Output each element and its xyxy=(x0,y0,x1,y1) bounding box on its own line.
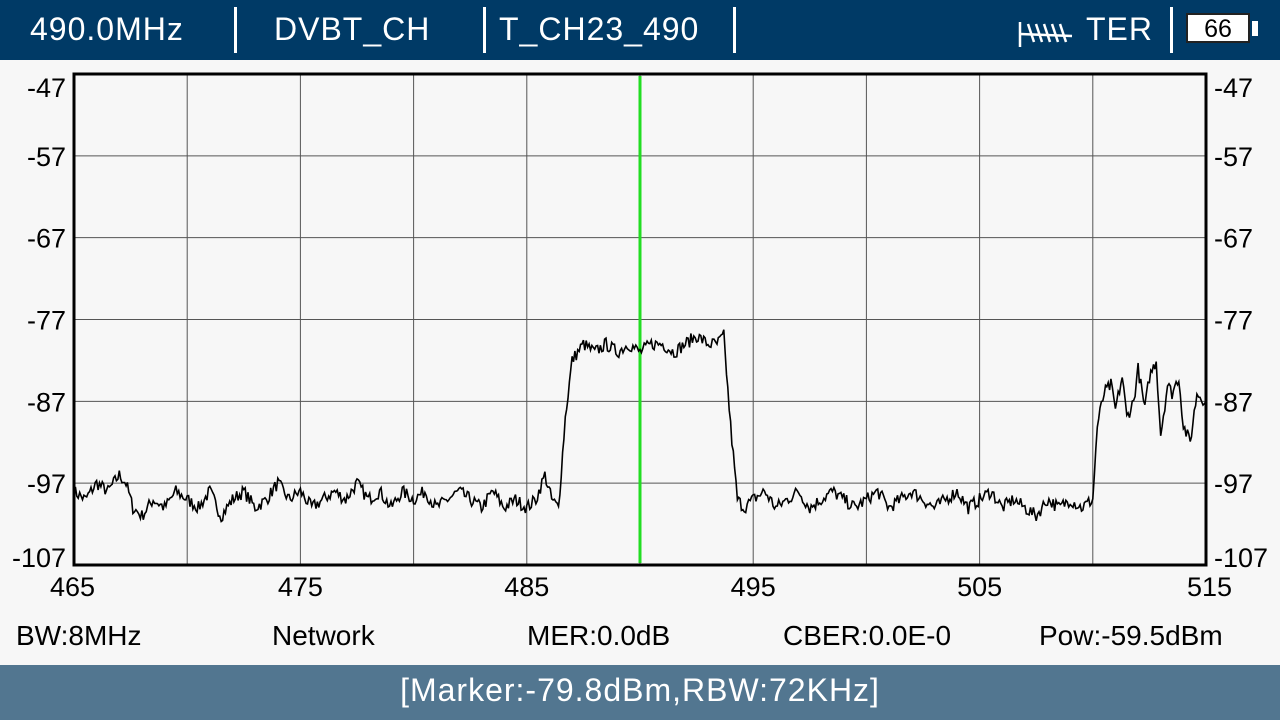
cber-readout: CBER:0.0E-0 xyxy=(783,620,952,651)
header-bar: 490.0MHz DVBT_CH T_CH23_490 TER 66 xyxy=(0,0,1280,60)
marker-status: [Marker:-79.8dBm,RBW:72KHz] xyxy=(400,672,880,708)
signal-type-label: TER xyxy=(1086,11,1153,47)
y-tick-label-left: -77 xyxy=(27,306,66,336)
y-axis-right: -47 -57 -67 -77 -87 -97 -107 xyxy=(1214,73,1268,573)
x-axis: 465 475 485 495 505 515 xyxy=(50,572,1232,602)
mer-readout: MER:0.0dB xyxy=(527,620,671,651)
network-readout: Network xyxy=(272,620,375,651)
y-tick-label-left: -67 xyxy=(27,224,66,254)
y-tick-label-left: -87 xyxy=(27,387,66,417)
y-tick-label-right: -67 xyxy=(1214,224,1253,254)
chart-frame xyxy=(72,72,1208,567)
frequency-readout[interactable]: 490.0MHz xyxy=(30,11,184,47)
y-tick-label-right: -87 xyxy=(1214,387,1253,417)
x-tick-label: 475 xyxy=(278,572,323,602)
spectrum-chart[interactable]: -47 -57 -67 -77 -87 -97 -107 -47 -57 -67 -77 -87 -9… xyxy=(0,60,1280,620)
y-tick-label-right: -47 xyxy=(1214,73,1253,103)
x-tick-label: 485 xyxy=(504,572,549,602)
header-divider xyxy=(1170,7,1173,53)
y-tick-label-right: -57 xyxy=(1214,142,1253,172)
status-bar: [Marker:-79.8dBm,RBW:72KHz] xyxy=(0,665,1280,720)
x-tick-label: 515 xyxy=(1187,572,1232,602)
y-tick-label-left: -57 xyxy=(27,142,66,172)
y-tick-label-left: -47 xyxy=(27,73,66,103)
channel-readout[interactable]: T_CH23_490 xyxy=(499,11,700,47)
header-divider xyxy=(483,7,486,53)
power-readout: Pow:-59.5dBm xyxy=(1039,620,1223,651)
x-tick-label: 465 xyxy=(50,572,95,602)
header-divider xyxy=(733,7,736,53)
battery-icon: 66 xyxy=(1186,13,1250,43)
spectrum-trace xyxy=(73,329,1207,523)
y-axis-left: -47 -57 -67 -77 -87 -97 -107 xyxy=(12,73,66,573)
mode-readout[interactable]: DVBT_CH xyxy=(274,11,431,47)
antenna-icon xyxy=(1018,22,1073,47)
y-tick-label-right: -107 xyxy=(1214,543,1268,573)
y-tick-label-right: -77 xyxy=(1214,306,1253,336)
bw-readout: BW:8MHz xyxy=(16,620,142,651)
x-tick-label: 505 xyxy=(957,572,1002,602)
battery-tip xyxy=(1252,21,1258,36)
y-tick-label-right: -97 xyxy=(1214,469,1253,499)
x-tick-label: 495 xyxy=(731,572,776,602)
y-tick-label-left: -107 xyxy=(12,543,66,573)
y-tick-label-left: -97 xyxy=(27,469,66,499)
battery-level: 66 xyxy=(1204,15,1232,43)
header-divider xyxy=(234,7,237,53)
